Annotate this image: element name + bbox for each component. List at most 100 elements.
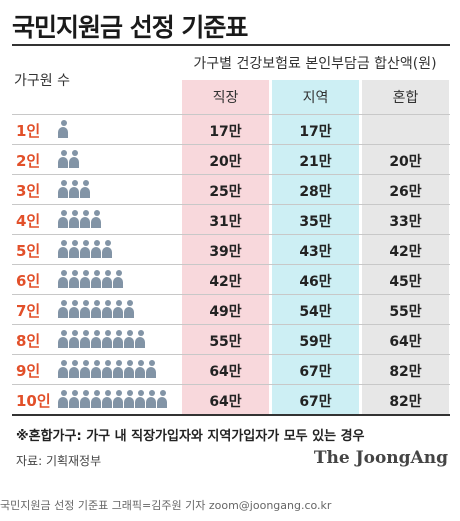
person-icon [69, 360, 79, 378]
person-icon [124, 390, 134, 408]
premium-value-regional: 54만 [299, 304, 332, 320]
person-icon [80, 210, 90, 228]
premium-value-workplace: 64만 [209, 364, 242, 380]
person-icon [80, 390, 90, 408]
person-icon [135, 390, 145, 408]
column-header-mixed: 혼합 [392, 90, 419, 106]
person-icon [69, 330, 79, 348]
person-icon [91, 330, 101, 348]
person-icon [69, 390, 79, 408]
footnote: ※혼합가구: 가구 내 직장가입자와 지역가입자가 모두 있는 경우 [16, 429, 365, 444]
person-icon [113, 330, 123, 348]
header-top-rule [12, 44, 450, 46]
person-icon [102, 330, 112, 348]
premium-value-workplace: 17만 [209, 124, 242, 140]
household-size-label: 5인 [16, 242, 41, 260]
column-bg-mixed [362, 80, 449, 414]
people-icons [58, 300, 135, 318]
person-icon [113, 390, 123, 408]
person-icon [69, 180, 79, 198]
person-icon [58, 120, 68, 138]
people-icons [58, 330, 146, 348]
premium-value-workplace: 64만 [209, 394, 242, 410]
person-icon [69, 240, 79, 258]
premium-value-workplace: 31만 [209, 214, 242, 230]
premium-value-regional: 46만 [299, 274, 332, 290]
people-icons [58, 210, 102, 228]
person-icon [58, 360, 68, 378]
household-size-label: 10인 [16, 392, 51, 410]
household-size-label: 9인 [16, 362, 41, 380]
premium-value-workplace: 39만 [209, 244, 242, 260]
premium-header: 가구별 건강보험료 본인부담금 합산액(원) [193, 56, 437, 72]
row-divider [12, 324, 450, 325]
premium-value-regional: 67만 [299, 364, 332, 380]
row-divider [12, 234, 450, 235]
person-icon [69, 270, 79, 288]
premium-value-workplace: 25만 [209, 184, 242, 200]
people-icons [58, 180, 91, 198]
table-bottom-rule [12, 414, 450, 416]
person-icon [58, 210, 68, 228]
person-icon [80, 300, 90, 318]
people-icons [58, 390, 168, 408]
person-icon [124, 330, 134, 348]
people-icons [58, 150, 80, 168]
person-icon [80, 270, 90, 288]
page-title: 국민지원금 선정 기준표 [12, 13, 248, 42]
premium-value-mixed: 64만 [389, 334, 422, 350]
household-size-label: 3인 [16, 182, 41, 200]
person-icon [69, 300, 79, 318]
person-icon [69, 150, 79, 168]
premium-value-regional: 28만 [299, 184, 332, 200]
column-header-regional: 지역 [302, 90, 329, 106]
premium-value-regional: 17만 [299, 124, 332, 140]
person-icon [91, 360, 101, 378]
person-icon [58, 240, 68, 258]
row-divider [12, 294, 450, 295]
person-icon [58, 300, 68, 318]
household-size-label: 7인 [16, 302, 41, 320]
person-icon [124, 300, 134, 318]
person-icon [124, 360, 134, 378]
people-icons [58, 240, 113, 258]
premium-value-workplace: 55만 [209, 334, 242, 350]
row-divider [12, 384, 450, 385]
premium-value-workplace: 20만 [209, 154, 242, 170]
household-size-label: 8인 [16, 332, 41, 350]
person-icon [91, 300, 101, 318]
person-icon [58, 150, 68, 168]
premium-value-mixed: 55만 [389, 304, 422, 320]
premium-value-mixed: 82만 [389, 394, 422, 410]
premium-value-mixed: 33만 [389, 214, 422, 230]
household-size-label: 2인 [16, 152, 41, 170]
premium-value-workplace: 49만 [209, 304, 242, 320]
person-icon [80, 180, 90, 198]
row-divider [12, 264, 450, 265]
row-divider [12, 144, 450, 145]
person-icon [135, 360, 145, 378]
brand-logo: The JoongAng [313, 448, 448, 468]
person-icon [91, 390, 101, 408]
premium-value-mixed: 20만 [389, 154, 422, 170]
row-divider [12, 204, 450, 205]
person-icon [102, 360, 112, 378]
row-divider [12, 354, 450, 355]
person-icon [102, 240, 112, 258]
person-icon [102, 300, 112, 318]
person-icon [58, 330, 68, 348]
people-icons [58, 360, 157, 378]
person-icon [80, 360, 90, 378]
person-icon [91, 270, 101, 288]
premium-value-mixed: 45만 [389, 274, 422, 290]
person-icon [113, 270, 123, 288]
person-icon [157, 390, 167, 408]
person-icon [91, 210, 101, 228]
person-icon [146, 360, 156, 378]
column-header-workplace: 직장 [212, 90, 239, 106]
premium-value-mixed: 42만 [389, 244, 422, 260]
premium-value-regional: 35만 [299, 214, 332, 230]
person-icon [58, 180, 68, 198]
column-bg-regional [272, 80, 359, 414]
premium-value-regional: 67만 [299, 394, 332, 410]
